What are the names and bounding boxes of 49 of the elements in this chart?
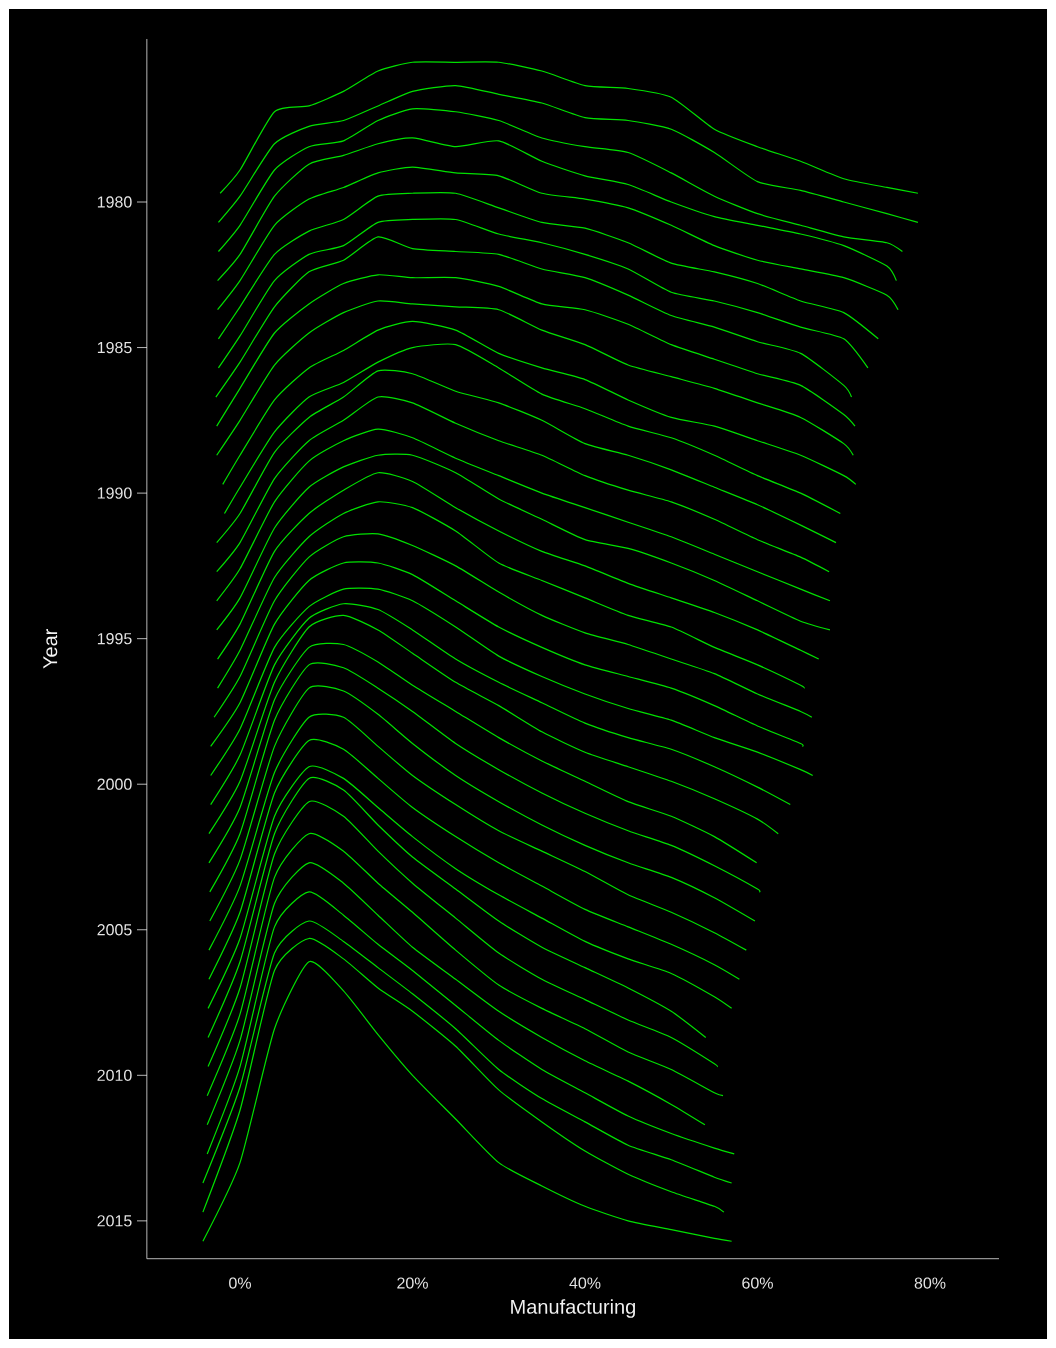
line-series [202, 961, 733, 1242]
line-series [202, 920, 733, 1184]
line-series [216, 396, 830, 573]
line-series [217, 84, 919, 223]
line-series [207, 800, 718, 1068]
x-tick-label: 40% [569, 1277, 601, 1289]
x-tick-label: 80% [914, 1277, 946, 1289]
line-series [206, 891, 735, 1155]
line-series [207, 777, 707, 1039]
y-tick-label: 2015 [97, 1215, 132, 1227]
line-series [208, 614, 779, 835]
line-series [216, 428, 831, 602]
line-series [210, 561, 803, 747]
x-axis-title: Manufacturing [511, 1299, 635, 1318]
y-tick-label: 1980 [97, 196, 132, 208]
line-series [210, 587, 814, 777]
y-tick-label: 2000 [97, 778, 132, 790]
x-tick-label: 60% [742, 1277, 773, 1289]
line-series [216, 453, 831, 631]
line-series [216, 369, 837, 544]
line-series [216, 166, 899, 311]
y-tick-label: 2010 [97, 1069, 132, 1081]
line-series [208, 642, 758, 864]
y-axis-title: Year [43, 628, 58, 669]
line-series [207, 765, 733, 1009]
line-series [213, 533, 813, 718]
y-tick-label: 1995 [97, 633, 132, 645]
line-series [208, 739, 740, 980]
y-tick-label: 1985 [97, 341, 132, 354]
line-series [217, 218, 869, 369]
y-tick-label: 2005 [97, 924, 132, 936]
line-series [202, 937, 725, 1213]
line-series [216, 501, 805, 689]
x-tick-label: 20% [397, 1277, 428, 1289]
line-series [222, 320, 857, 485]
line-series [216, 472, 820, 660]
line-series [217, 191, 879, 340]
line-series [216, 300, 854, 456]
line-series [223, 343, 841, 515]
line-series [216, 137, 897, 282]
line-series [219, 61, 919, 194]
x-tick-label: 0% [229, 1277, 251, 1289]
y-tick-label: 1990 [97, 487, 132, 499]
line-series [215, 236, 853, 398]
line-series [206, 862, 706, 1126]
line-series [217, 108, 903, 253]
line-series [210, 603, 791, 806]
line-series [206, 832, 724, 1097]
line-series [216, 274, 856, 427]
